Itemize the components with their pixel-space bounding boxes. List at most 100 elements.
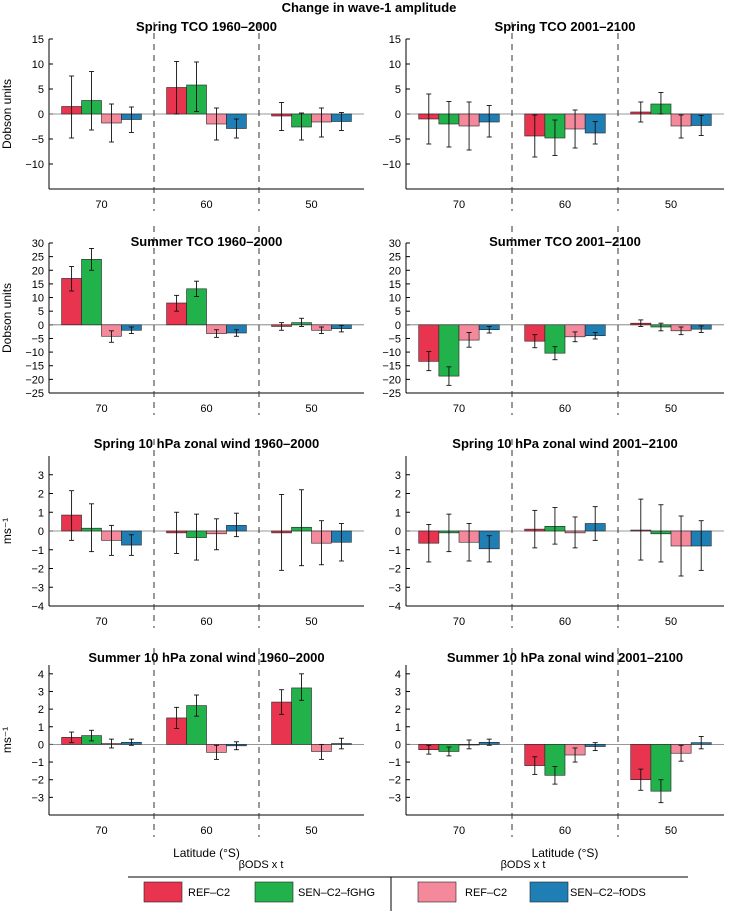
legend-label: REF–C2	[188, 887, 230, 899]
y-tick-label: 3	[38, 686, 44, 698]
y-tick-label: −20	[382, 374, 401, 386]
x-tick-label: 60	[559, 616, 571, 628]
y-tick-label: 1	[395, 507, 401, 519]
y-tick-label: 4	[38, 669, 44, 681]
y-tick-label: 10	[32, 59, 44, 71]
panel-title: Spring TCO 1960–2000	[136, 19, 277, 34]
y-tick-label: 0	[38, 109, 44, 121]
y-tick-label: 5	[38, 84, 44, 96]
y-tick-label: −15	[25, 361, 44, 373]
y-tick-label: 30	[32, 238, 44, 250]
x-axis-label: Latitude (°S)	[173, 846, 240, 860]
y-tick-label: 30	[389, 238, 401, 250]
y-tick-label: 15	[32, 279, 44, 291]
x-tick-label: 60	[200, 616, 212, 628]
legend-label: SEN–C2–fGHG	[298, 887, 375, 899]
panel-title: Summer TCO 1960–2000	[131, 234, 283, 249]
y-tick-label: −2	[31, 775, 44, 787]
x-tick-label: 50	[305, 616, 317, 628]
y-tick-label: 0	[395, 109, 401, 121]
x-tick-label: 70	[95, 199, 107, 211]
y-tick-label: −2	[388, 564, 401, 576]
legend-label: SEN–C2–fODS	[570, 887, 646, 899]
panel-6: Spring 10 hPa zonal wind 2001–2100 −4 −3 −2…	[388, 436, 724, 628]
x-tick-label: 50	[305, 403, 317, 415]
panel-7: Summer 10 hPa zonal wind 1960–2000 −3 −2 −1…	[0, 648, 364, 860]
x-tick-label: 70	[453, 825, 465, 837]
y-tick-label: 20	[389, 265, 401, 277]
legend-label: REF–C2	[465, 887, 507, 899]
y-tick-label: −4	[31, 601, 44, 613]
y-tick-label: 0	[395, 320, 401, 332]
panel-title: Summer TCO 2001–2100	[489, 234, 641, 249]
x-axis-label: Latitude (°S)	[532, 846, 599, 860]
y-axis-label: ms⁻¹	[0, 518, 14, 544]
y-tick-label: 0	[395, 526, 401, 538]
y-tick-label: 2	[38, 489, 44, 501]
y-tick-label: −10	[382, 347, 401, 359]
legend-group-label: βODS x t	[239, 859, 284, 871]
y-tick-label: −1	[31, 545, 44, 557]
y-tick-label: −5	[31, 134, 44, 146]
y-tick-label: 25	[389, 252, 401, 264]
y-tick-label: −10	[25, 347, 44, 359]
y-tick-label: 15	[32, 34, 44, 46]
y-tick-label: 20	[32, 265, 44, 277]
x-tick-label: 70	[95, 616, 107, 628]
y-tick-label: −3	[388, 792, 401, 804]
y-tick-label: 5	[395, 306, 401, 318]
x-tick-label: 70	[453, 616, 465, 628]
panel-title: Spring 10 hPa zonal wind 1960–2000	[94, 436, 319, 451]
x-tick-label: 70	[453, 199, 465, 211]
y-tick-label: −3	[31, 792, 44, 804]
panel-2: Spring TCO 2001–2100 −10 −5 0 5 10 15 70 60 50	[382, 19, 724, 211]
y-tick-label: −2	[31, 564, 44, 576]
x-tick-label: 50	[305, 199, 317, 211]
y-tick-label: 2	[38, 704, 44, 716]
y-tick-label: 10	[389, 59, 401, 71]
y-tick-label: −25	[382, 388, 401, 400]
x-tick-label: 60	[559, 825, 571, 837]
y-tick-label: −1	[388, 545, 401, 557]
y-tick-label: 5	[38, 306, 44, 318]
y-tick-label: 10	[389, 293, 401, 305]
y-tick-label: 5	[395, 84, 401, 96]
panel-8: Summer 10 hPa zonal wind 2001–2100 −3 −2 −1…	[388, 648, 724, 860]
x-tick-label: 70	[95, 825, 107, 837]
y-tick-label: −25	[25, 388, 44, 400]
y-tick-label: 15	[389, 279, 401, 291]
panel-title: Summer 10 hPa zonal wind 2001–2100	[447, 650, 683, 665]
x-tick-label: 50	[665, 825, 677, 837]
y-tick-label: −15	[382, 361, 401, 373]
y-tick-label: 1	[38, 722, 44, 734]
y-tick-label: 0	[38, 739, 44, 751]
y-tick-label: 0	[395, 739, 401, 751]
y-tick-label: 0	[38, 526, 44, 538]
panel-1: Spring TCO 1960–2000 −10 −5 0 5 10 15 70 60 50 Dob…	[0, 19, 364, 211]
x-tick-label: 70	[95, 403, 107, 415]
figure-title: Change in wave-1 amplitude	[282, 0, 457, 15]
y-tick-label: −5	[388, 134, 401, 146]
panel-4: Summer TCO 2001–2100 −25 −20−15 −10 −50 510 15…	[382, 226, 724, 415]
y-tick-label: 0	[38, 320, 44, 332]
panel-3: Summer TCO 1960–2000 −25 −20−15 −10 −50 510 15…	[0, 226, 364, 415]
y-tick-label: −5	[388, 333, 401, 345]
x-tick-label: 50	[665, 199, 677, 211]
y-tick-label: −10	[25, 159, 44, 171]
y-tick-label: −3	[388, 582, 401, 594]
y-tick-label: −4	[388, 601, 401, 613]
legend-swatch	[529, 881, 569, 903]
x-tick-label: 50	[665, 616, 677, 628]
x-tick-label: 70	[453, 403, 465, 415]
y-tick-label: −3	[31, 582, 44, 594]
y-axis-label: Dobson units	[0, 283, 14, 353]
panel-title: Spring 10 hPa zonal wind 2001–2100	[452, 436, 677, 451]
y-tick-label: −2	[388, 775, 401, 787]
y-axis-label: ms⁻¹	[0, 727, 14, 753]
x-tick-label: 60	[200, 825, 212, 837]
y-tick-label: 3	[38, 470, 44, 482]
legend-swatch	[143, 881, 183, 903]
y-tick-label: 3	[395, 686, 401, 698]
y-tick-label: −20	[25, 374, 44, 386]
y-tick-label: 3	[395, 470, 401, 482]
